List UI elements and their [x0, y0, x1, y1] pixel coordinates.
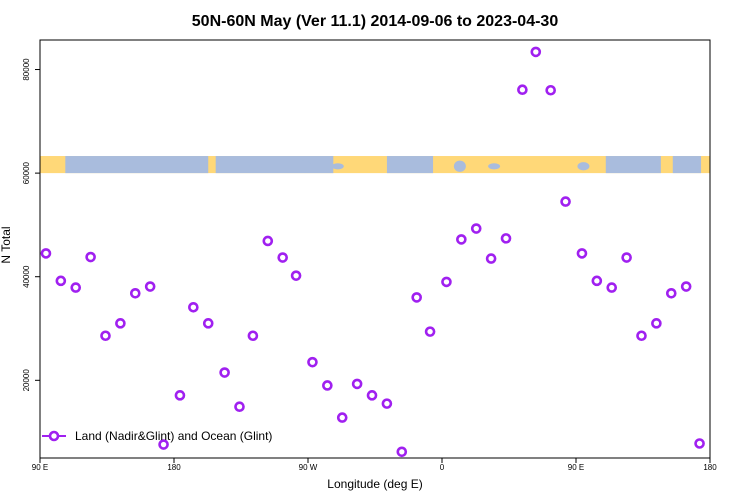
data-point: [411, 292, 422, 303]
map-ocean: [637, 161, 649, 171]
data-point: [247, 330, 259, 342]
x-axis-label: Longitude (deg E): [327, 477, 422, 491]
x-tick-label: 90 W: [299, 463, 318, 472]
map-ocean: [605, 156, 661, 174]
data-point: [290, 270, 302, 281]
x-tick-label: 90 E: [32, 463, 48, 472]
data-point: [636, 330, 647, 342]
y-tick-label: 80000: [22, 58, 31, 81]
data-point: [55, 275, 67, 287]
x-tick-label: 90 E: [568, 463, 584, 472]
y-tick-label: 40000: [22, 265, 31, 288]
data-point: [396, 446, 408, 458]
y-axis-ticks: 20000 40000 60000 80000: [22, 58, 40, 392]
y-axis-label: N Total: [0, 226, 13, 263]
data-point: [424, 326, 436, 337]
map-ocean: [331, 163, 344, 170]
data-points: [40, 46, 705, 458]
map-ocean: [123, 162, 136, 170]
data-point: [115, 318, 126, 329]
y-tick-label: 20000: [22, 369, 31, 392]
data-point: [560, 196, 571, 207]
map-ocean: [672, 156, 702, 174]
data-point: [144, 281, 156, 292]
legend-label: Land (Nadir&Glint) and Ocean (Glint): [75, 429, 272, 443]
data-point: [500, 233, 512, 244]
x-axis-ticks: 90 E 180 90 W 0 90 E 180: [32, 458, 717, 472]
data-point: [129, 287, 141, 299]
data-point: [202, 318, 214, 329]
data-point: [100, 330, 111, 342]
data-point: [470, 223, 482, 234]
data-point: [517, 84, 528, 96]
chart-title: 50N-60N May (Ver 11.1) 2014-09-06 to 202…: [192, 13, 559, 30]
data-point: [545, 84, 556, 96]
y-tick-label: 60000: [22, 161, 31, 184]
data-point: [158, 439, 169, 450]
data-point: [219, 367, 230, 378]
data-point: [234, 401, 245, 413]
plot-frame: [39, 39, 711, 459]
map-ocean: [75, 160, 88, 172]
data-point: [621, 252, 632, 263]
data-point: [651, 318, 662, 329]
data-point: [576, 248, 588, 259]
data-point: [85, 251, 96, 263]
data-point: [485, 253, 497, 264]
data-point: [322, 380, 333, 391]
data-point: [336, 412, 348, 423]
data-point: [606, 282, 618, 293]
data-point: [188, 301, 199, 313]
map-ocean: [249, 161, 262, 171]
map-ocean: [65, 156, 209, 174]
data-point: [680, 281, 692, 292]
x-tick-label: 180: [167, 463, 181, 472]
map-ocean: [488, 163, 501, 170]
data-point: [381, 398, 393, 409]
map-ocean: [453, 160, 466, 172]
map-ocean: [299, 160, 312, 173]
data-point: [70, 282, 82, 293]
data-point: [591, 275, 603, 287]
world-map-band: [40, 156, 710, 174]
data-point: [174, 390, 186, 401]
x-tick-label: 180: [703, 463, 717, 472]
map-ocean: [577, 162, 590, 171]
data-point: [694, 438, 705, 449]
data-point: [665, 287, 677, 299]
map-ocean: [391, 161, 404, 172]
data-point: [307, 356, 318, 368]
data-point: [366, 390, 378, 401]
map-ocean: [215, 156, 334, 174]
data-point: [351, 378, 363, 390]
x-tick-label: 0: [440, 463, 445, 472]
data-point: [277, 252, 288, 263]
data-point: [530, 46, 542, 58]
data-point: [441, 276, 452, 288]
legend: Land (Nadir&Glint) and Ocean (Glint): [42, 429, 272, 443]
data-point: [262, 235, 274, 247]
legend-marker: [48, 430, 60, 442]
data-point: [40, 248, 52, 259]
data-point: [456, 234, 467, 245]
